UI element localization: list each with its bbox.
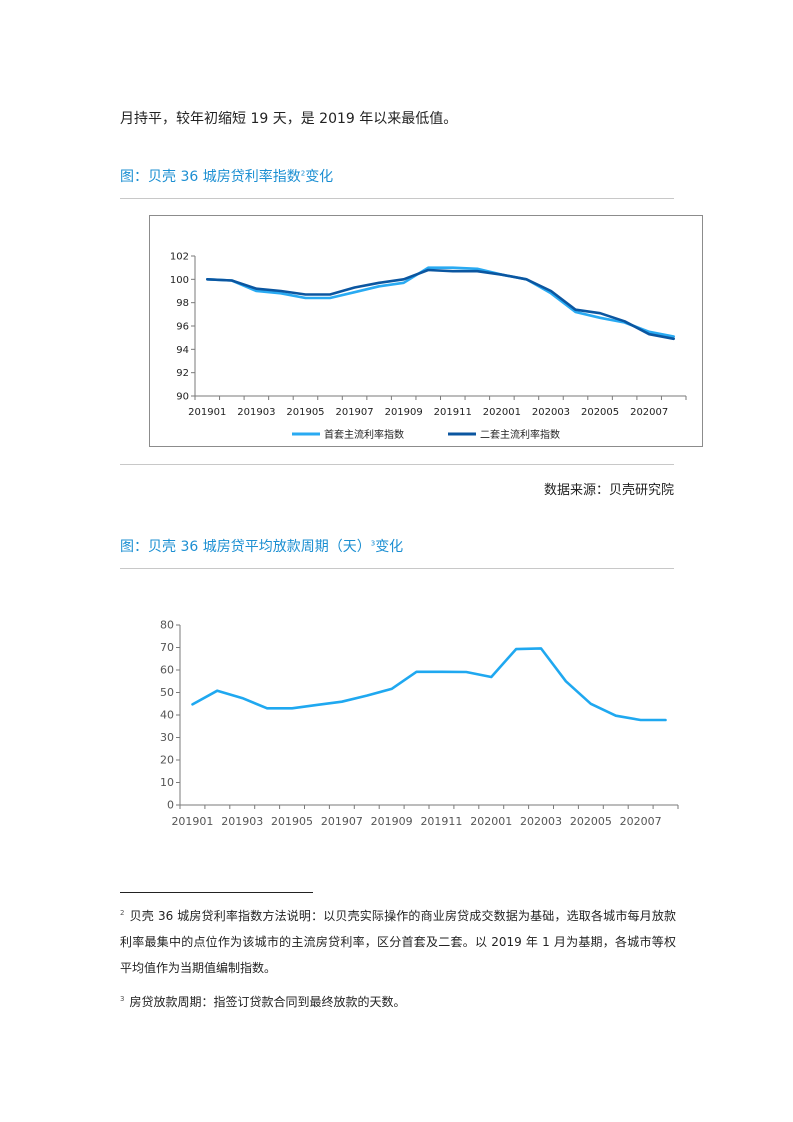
legend-label-1: 首套主流利率指数 (324, 428, 404, 441)
figure1-top-rule (120, 198, 674, 199)
figure2-title: 图：贝壳 36 城房贷平均放款周期（天）3变化 (120, 536, 403, 556)
y-tick-label: 80 (160, 619, 174, 632)
y-tick-label: 96 (176, 322, 189, 333)
series-line-1 (205, 266, 676, 338)
y-tick-label: 0 (167, 799, 174, 812)
y-tick-label: 50 (160, 686, 174, 699)
x-tick-label: 201907 (335, 407, 373, 418)
y-tick-label: 10 (160, 776, 174, 789)
figure1-title: 图：贝壳 36 城房贷利率指数2变化 (120, 166, 333, 186)
x-tick-label: 201903 (237, 407, 275, 418)
y-tick-label: 20 (160, 754, 174, 767)
legend-label-2: 二套主流利率指数 (480, 428, 560, 441)
x-tick-label: 201905 (271, 815, 313, 828)
chart1-frame: 90 92 94 96 98 100 102 201901 201903 201905 201907… (149, 215, 703, 447)
figure2-title-suffix: 变化 (375, 539, 404, 555)
x-tick-label: 202007 (630, 407, 668, 418)
x-tick-label: 201905 (286, 407, 324, 418)
y-tick-label: 100 (170, 275, 189, 286)
footnote-3-text: 房贷放款周期：指签订贷款合同到最终放款的天数。 (129, 995, 406, 1009)
y-tick-label: 90 (176, 392, 189, 403)
x-tick-label: 202007 (620, 815, 662, 828)
x-tick-label: 201911 (434, 407, 472, 418)
series-line-1 (191, 647, 667, 722)
y-tick-label: 70 (160, 641, 174, 654)
y-tick-label: 94 (176, 345, 189, 356)
chart2: 0 10 20 30 40 50 60 70 80 201901 201903 201905 20190… (160, 619, 679, 828)
footnote-3: 3 房贷放款周期：指签订贷款合同到最终放款的天数。 (120, 986, 676, 1015)
chart1: 90 92 94 96 98 100 102 201901 201903 201905 201907… (170, 252, 687, 441)
figure2-title-text: 图：贝壳 36 城房贷平均放款周期（天） (120, 539, 371, 555)
x-tick-label: 201901 (188, 407, 226, 418)
x-tick-label: 202005 (570, 815, 612, 828)
footnote-2: 2 贝壳 36 城房贷利率指数方法说明：以贝壳实际操作的商业房贷成交数据为基础，选… (120, 900, 676, 981)
x-tick-label: 201911 (420, 815, 462, 828)
x-tick-label: 202005 (581, 407, 619, 418)
x-tick-label: 201909 (385, 407, 423, 418)
footnote-2-number: 2 (120, 909, 125, 917)
y-tick-label: 60 (160, 664, 174, 677)
footnote-rule (120, 892, 313, 893)
x-tick-label: 201909 (371, 815, 413, 828)
figure1-title-suffix: 变化 (305, 169, 334, 185)
y-tick-label: 30 (160, 731, 174, 744)
figure1-footnote-ref: 2 (300, 169, 306, 178)
y-tick-label: 102 (170, 252, 189, 263)
x-tick-label: 201901 (171, 815, 213, 828)
x-tick-label: 201903 (221, 815, 263, 828)
x-tick-label: 202003 (532, 407, 570, 418)
x-tick-label: 202001 (470, 815, 512, 828)
x-tick-label: 201907 (321, 815, 363, 828)
intro-text: 月持平，较年初缩短 19 天，是 2019 年以来最低值。 (120, 111, 458, 127)
y-tick-label: 98 (176, 298, 189, 309)
figure1-source: 数据来源：贝壳研究院 (543, 483, 674, 498)
y-tick-label: 92 (176, 368, 189, 379)
y-tick-label: 40 (160, 709, 174, 722)
figure2-footnote-ref: 3 (370, 539, 376, 548)
figure1-bottom-rule (120, 464, 674, 465)
figure2-top-rule (120, 568, 674, 569)
footnote-3-number: 3 (120, 995, 125, 1003)
figure1-title-text: 图：贝壳 36 城房贷利率指数 (120, 169, 301, 185)
x-tick-label: 202001 (483, 407, 521, 418)
series-line-2 (205, 268, 676, 341)
footnote-2-text: 贝壳 36 城房贷利率指数方法说明：以贝壳实际操作的商业房贷成交数据为基础，选取… (120, 909, 676, 975)
x-tick-label: 202003 (520, 815, 562, 828)
